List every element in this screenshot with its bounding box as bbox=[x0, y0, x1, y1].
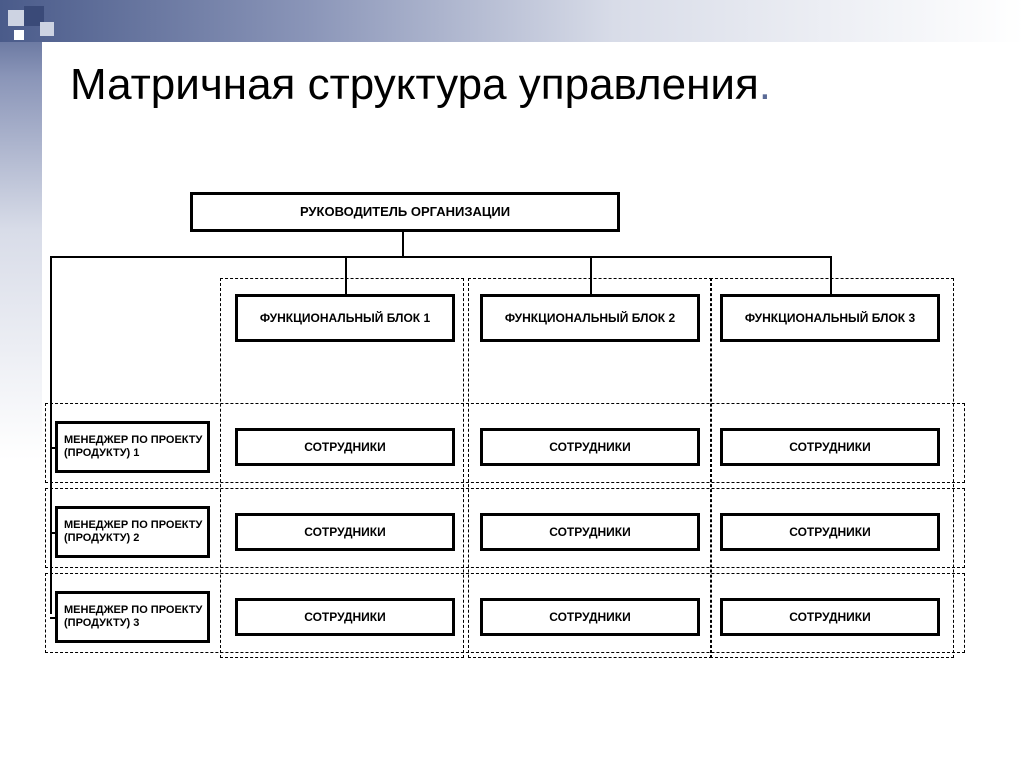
slide-title-dot: . bbox=[759, 60, 771, 109]
connector-line bbox=[50, 256, 830, 258]
org-box-employees: СОТРУДНИКИ bbox=[480, 428, 700, 466]
org-box-employees: СОТРУДНИКИ bbox=[235, 598, 455, 636]
connector-line bbox=[402, 232, 404, 256]
org-box-employees: СОТРУДНИКИ bbox=[235, 428, 455, 466]
slide-title: Матричная структура управления. bbox=[70, 60, 771, 110]
slide-title-text: Матричная структура управления bbox=[70, 60, 759, 109]
connector-line bbox=[830, 256, 832, 294]
connector-line bbox=[345, 256, 347, 294]
org-box-director: РУКОВОДИТЕЛЬ ОРГАНИЗАЦИИ bbox=[190, 192, 620, 232]
org-chart-diagram: РУКОВОДИТЕЛЬ ОРГАНИЗАЦИИ ФУНКЦИОНАЛЬНЫЙ Б… bbox=[40, 186, 980, 671]
org-box-functional-block: ФУНКЦИОНАЛЬНЫЙ БЛОК 3 bbox=[720, 294, 940, 342]
org-box-functional-block: ФУНКЦИОНАЛЬНЫЙ БЛОК 1 bbox=[235, 294, 455, 342]
connector-line bbox=[590, 256, 592, 294]
org-box-employees: СОТРУДНИКИ bbox=[720, 428, 940, 466]
decor-square bbox=[14, 30, 24, 40]
decor-square bbox=[8, 10, 24, 26]
org-box-employees: СОТРУДНИКИ bbox=[235, 513, 455, 551]
org-box-project-manager: МЕНЕДЖЕР ПО ПРОЕКТУ (ПРОДУКТУ) 3 bbox=[55, 591, 210, 643]
left-strip bbox=[0, 0, 42, 767]
org-box-employees: СОТРУДНИКИ bbox=[480, 598, 700, 636]
top-strip bbox=[0, 0, 1024, 42]
org-box-employees: СОТРУДНИКИ bbox=[720, 513, 940, 551]
decor-square bbox=[40, 22, 54, 36]
org-box-project-manager: МЕНЕДЖЕР ПО ПРОЕКТУ (ПРОДУКТУ) 2 bbox=[55, 506, 210, 558]
connector-line bbox=[50, 256, 52, 614]
org-box-employees: СОТРУДНИКИ bbox=[720, 598, 940, 636]
org-box-functional-block: ФУНКЦИОНАЛЬНЫЙ БЛОК 2 bbox=[480, 294, 700, 342]
org-box-employees: СОТРУДНИКИ bbox=[480, 513, 700, 551]
org-box-project-manager: МЕНЕДЖЕР ПО ПРОЕКТУ (ПРОДУКТУ) 1 bbox=[55, 421, 210, 473]
